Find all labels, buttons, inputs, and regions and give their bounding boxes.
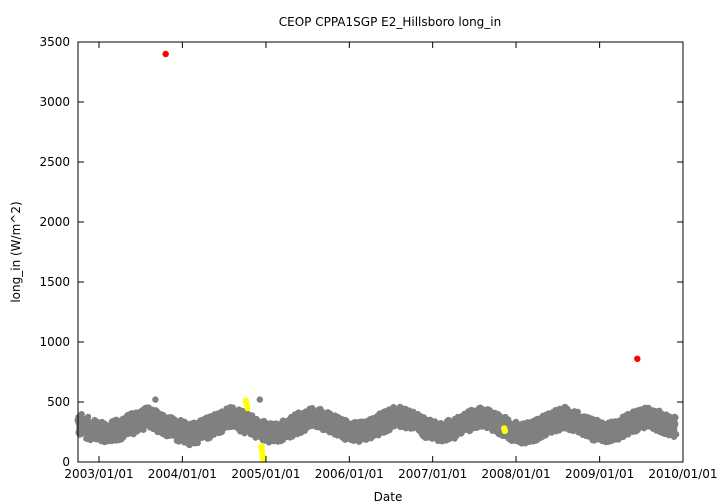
x-tick-label: 2007/01/01 <box>398 467 467 481</box>
data-point-yellow <box>244 404 251 412</box>
data-point-yellow <box>260 456 267 463</box>
data-point-grey <box>152 396 159 403</box>
data-point-yellow <box>501 427 509 434</box>
data-band-layer <box>74 396 680 449</box>
data-point-grey <box>256 396 263 403</box>
y-axis-label: long_in (W/m^2) <box>9 201 23 302</box>
x-axis: 2003/01/01 2004/01/01 2005/01/01 2006/01/01… <box>64 42 718 481</box>
x-tick-label: 2004/01/01 <box>148 467 217 481</box>
x-tick-label: 2009/01/01 <box>565 467 634 481</box>
y-tick-label: 500 <box>47 395 70 409</box>
data-point-band <box>375 431 382 439</box>
data-point-band <box>84 413 92 421</box>
data-point-red <box>634 355 641 362</box>
y-tick-label: 2000 <box>39 215 70 229</box>
data-point-band <box>672 414 679 421</box>
x-tick-label: 2003/01/01 <box>64 467 133 481</box>
data-point-red <box>162 50 169 58</box>
data-points-layer <box>162 50 641 463</box>
data-point-yellow <box>258 448 266 455</box>
y-tick-label: 1000 <box>39 335 70 349</box>
y-axis: 0 500 1000 1500 2000 2500 3000 3500 <box>39 35 683 469</box>
data-point-band <box>574 408 582 416</box>
plot-frame <box>77 41 684 463</box>
x-tick-label: 2008/01/01 <box>481 467 550 481</box>
x-axis-label: Date <box>374 490 403 504</box>
y-tick-label: 3500 <box>39 35 70 49</box>
data-point-band <box>175 438 182 445</box>
x-tick-label: 2010/01/01 <box>648 467 717 481</box>
y-tick-label: 1500 <box>39 275 70 289</box>
x-tick-label: 2005/01/01 <box>231 467 300 481</box>
x-tick-label: 2006/01/01 <box>315 467 384 481</box>
data-point-yellow <box>258 443 265 450</box>
data-point-band <box>181 419 188 426</box>
chart-title: CEOP CPPA1SGP E2_Hillsboro long_in <box>279 15 501 29</box>
y-tick-label: 3000 <box>39 95 70 109</box>
y-tick-label: 0 <box>62 455 70 469</box>
y-tick-label: 2500 <box>39 155 70 169</box>
